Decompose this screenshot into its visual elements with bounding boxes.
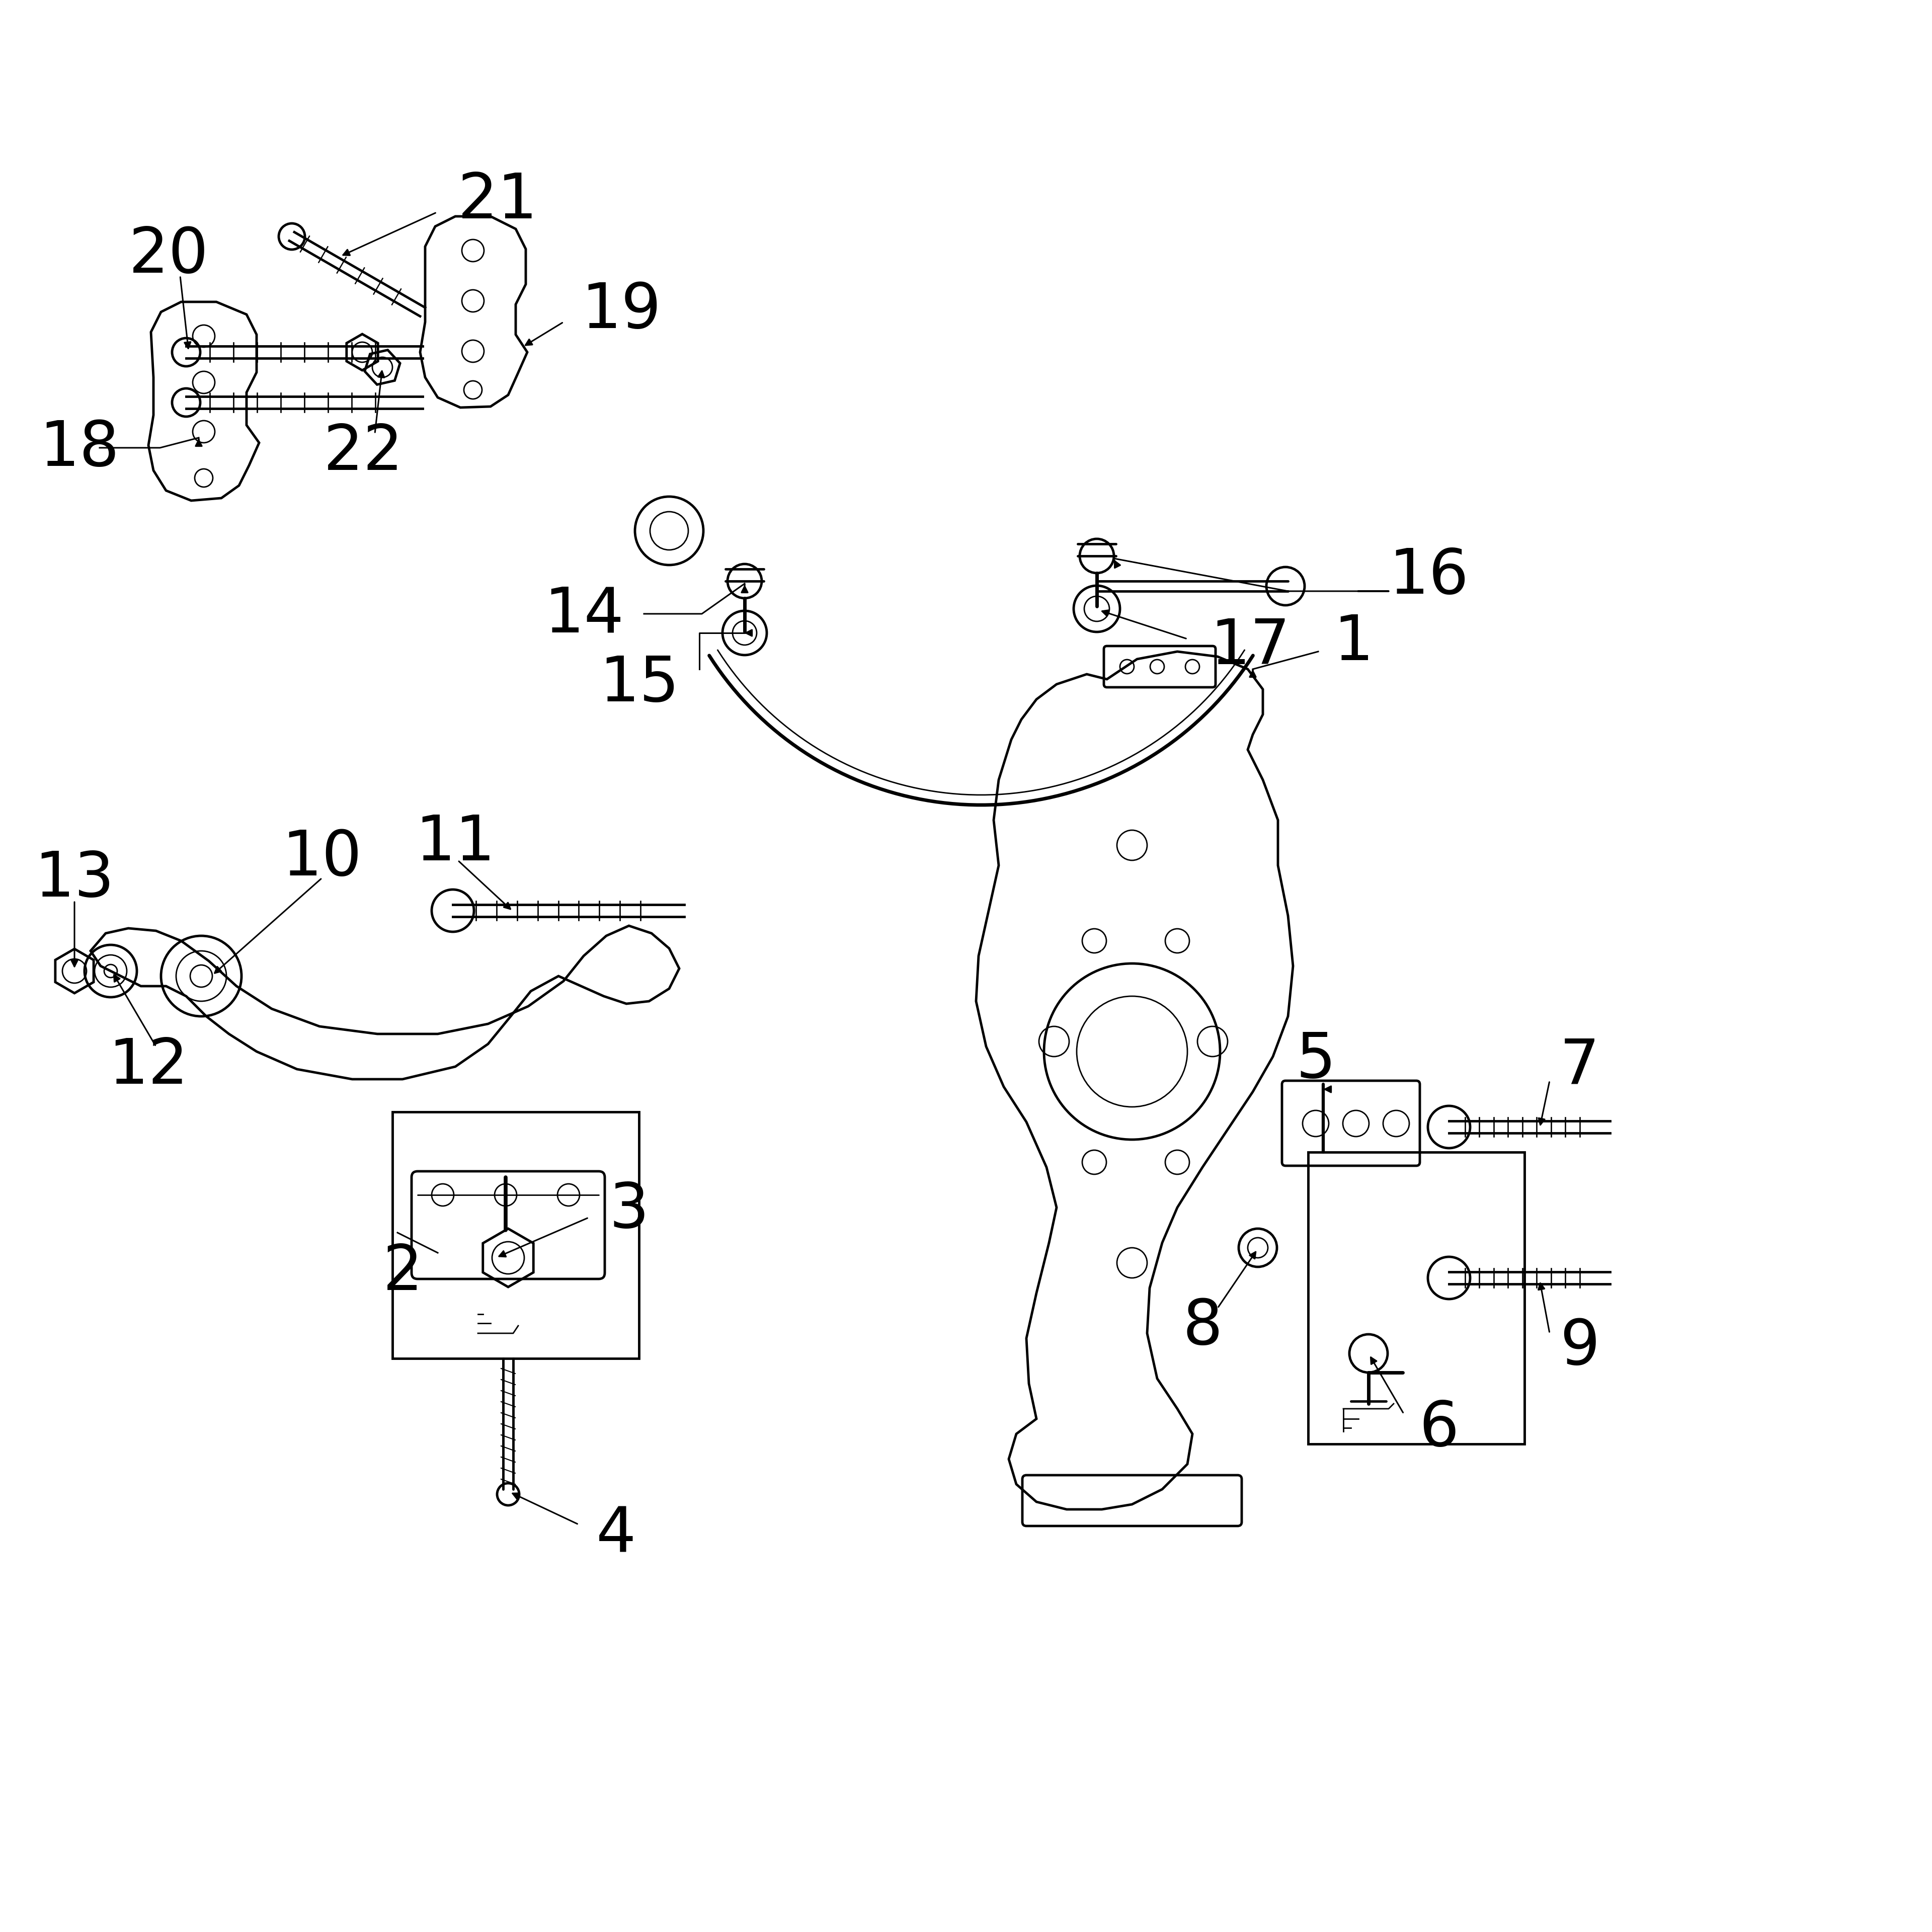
Text: 21: 21 bbox=[458, 170, 537, 232]
Bar bbox=[1308, 1151, 1524, 1443]
Text: 8: 8 bbox=[1182, 1296, 1223, 1358]
Text: 5: 5 bbox=[1296, 1030, 1335, 1092]
Text: 15: 15 bbox=[599, 653, 680, 715]
Text: 20: 20 bbox=[129, 226, 209, 286]
Text: 22: 22 bbox=[323, 423, 404, 483]
Text: 7: 7 bbox=[1559, 1036, 1600, 1097]
Text: 11: 11 bbox=[415, 811, 495, 873]
Text: 4: 4 bbox=[597, 1505, 636, 1565]
Text: 13: 13 bbox=[35, 848, 114, 910]
Text: 9: 9 bbox=[1559, 1318, 1600, 1378]
Text: 10: 10 bbox=[282, 827, 361, 889]
Text: 18: 18 bbox=[39, 419, 120, 479]
Text: 16: 16 bbox=[1389, 545, 1468, 607]
Text: 2: 2 bbox=[383, 1242, 423, 1304]
Text: 1: 1 bbox=[1333, 612, 1374, 674]
Text: 17: 17 bbox=[1209, 616, 1291, 676]
Text: 12: 12 bbox=[108, 1036, 189, 1097]
Text: 14: 14 bbox=[545, 583, 624, 645]
Text: 19: 19 bbox=[582, 280, 661, 342]
Bar bbox=[392, 1113, 639, 1358]
Text: 3: 3 bbox=[609, 1180, 649, 1240]
Text: 6: 6 bbox=[1418, 1399, 1459, 1459]
